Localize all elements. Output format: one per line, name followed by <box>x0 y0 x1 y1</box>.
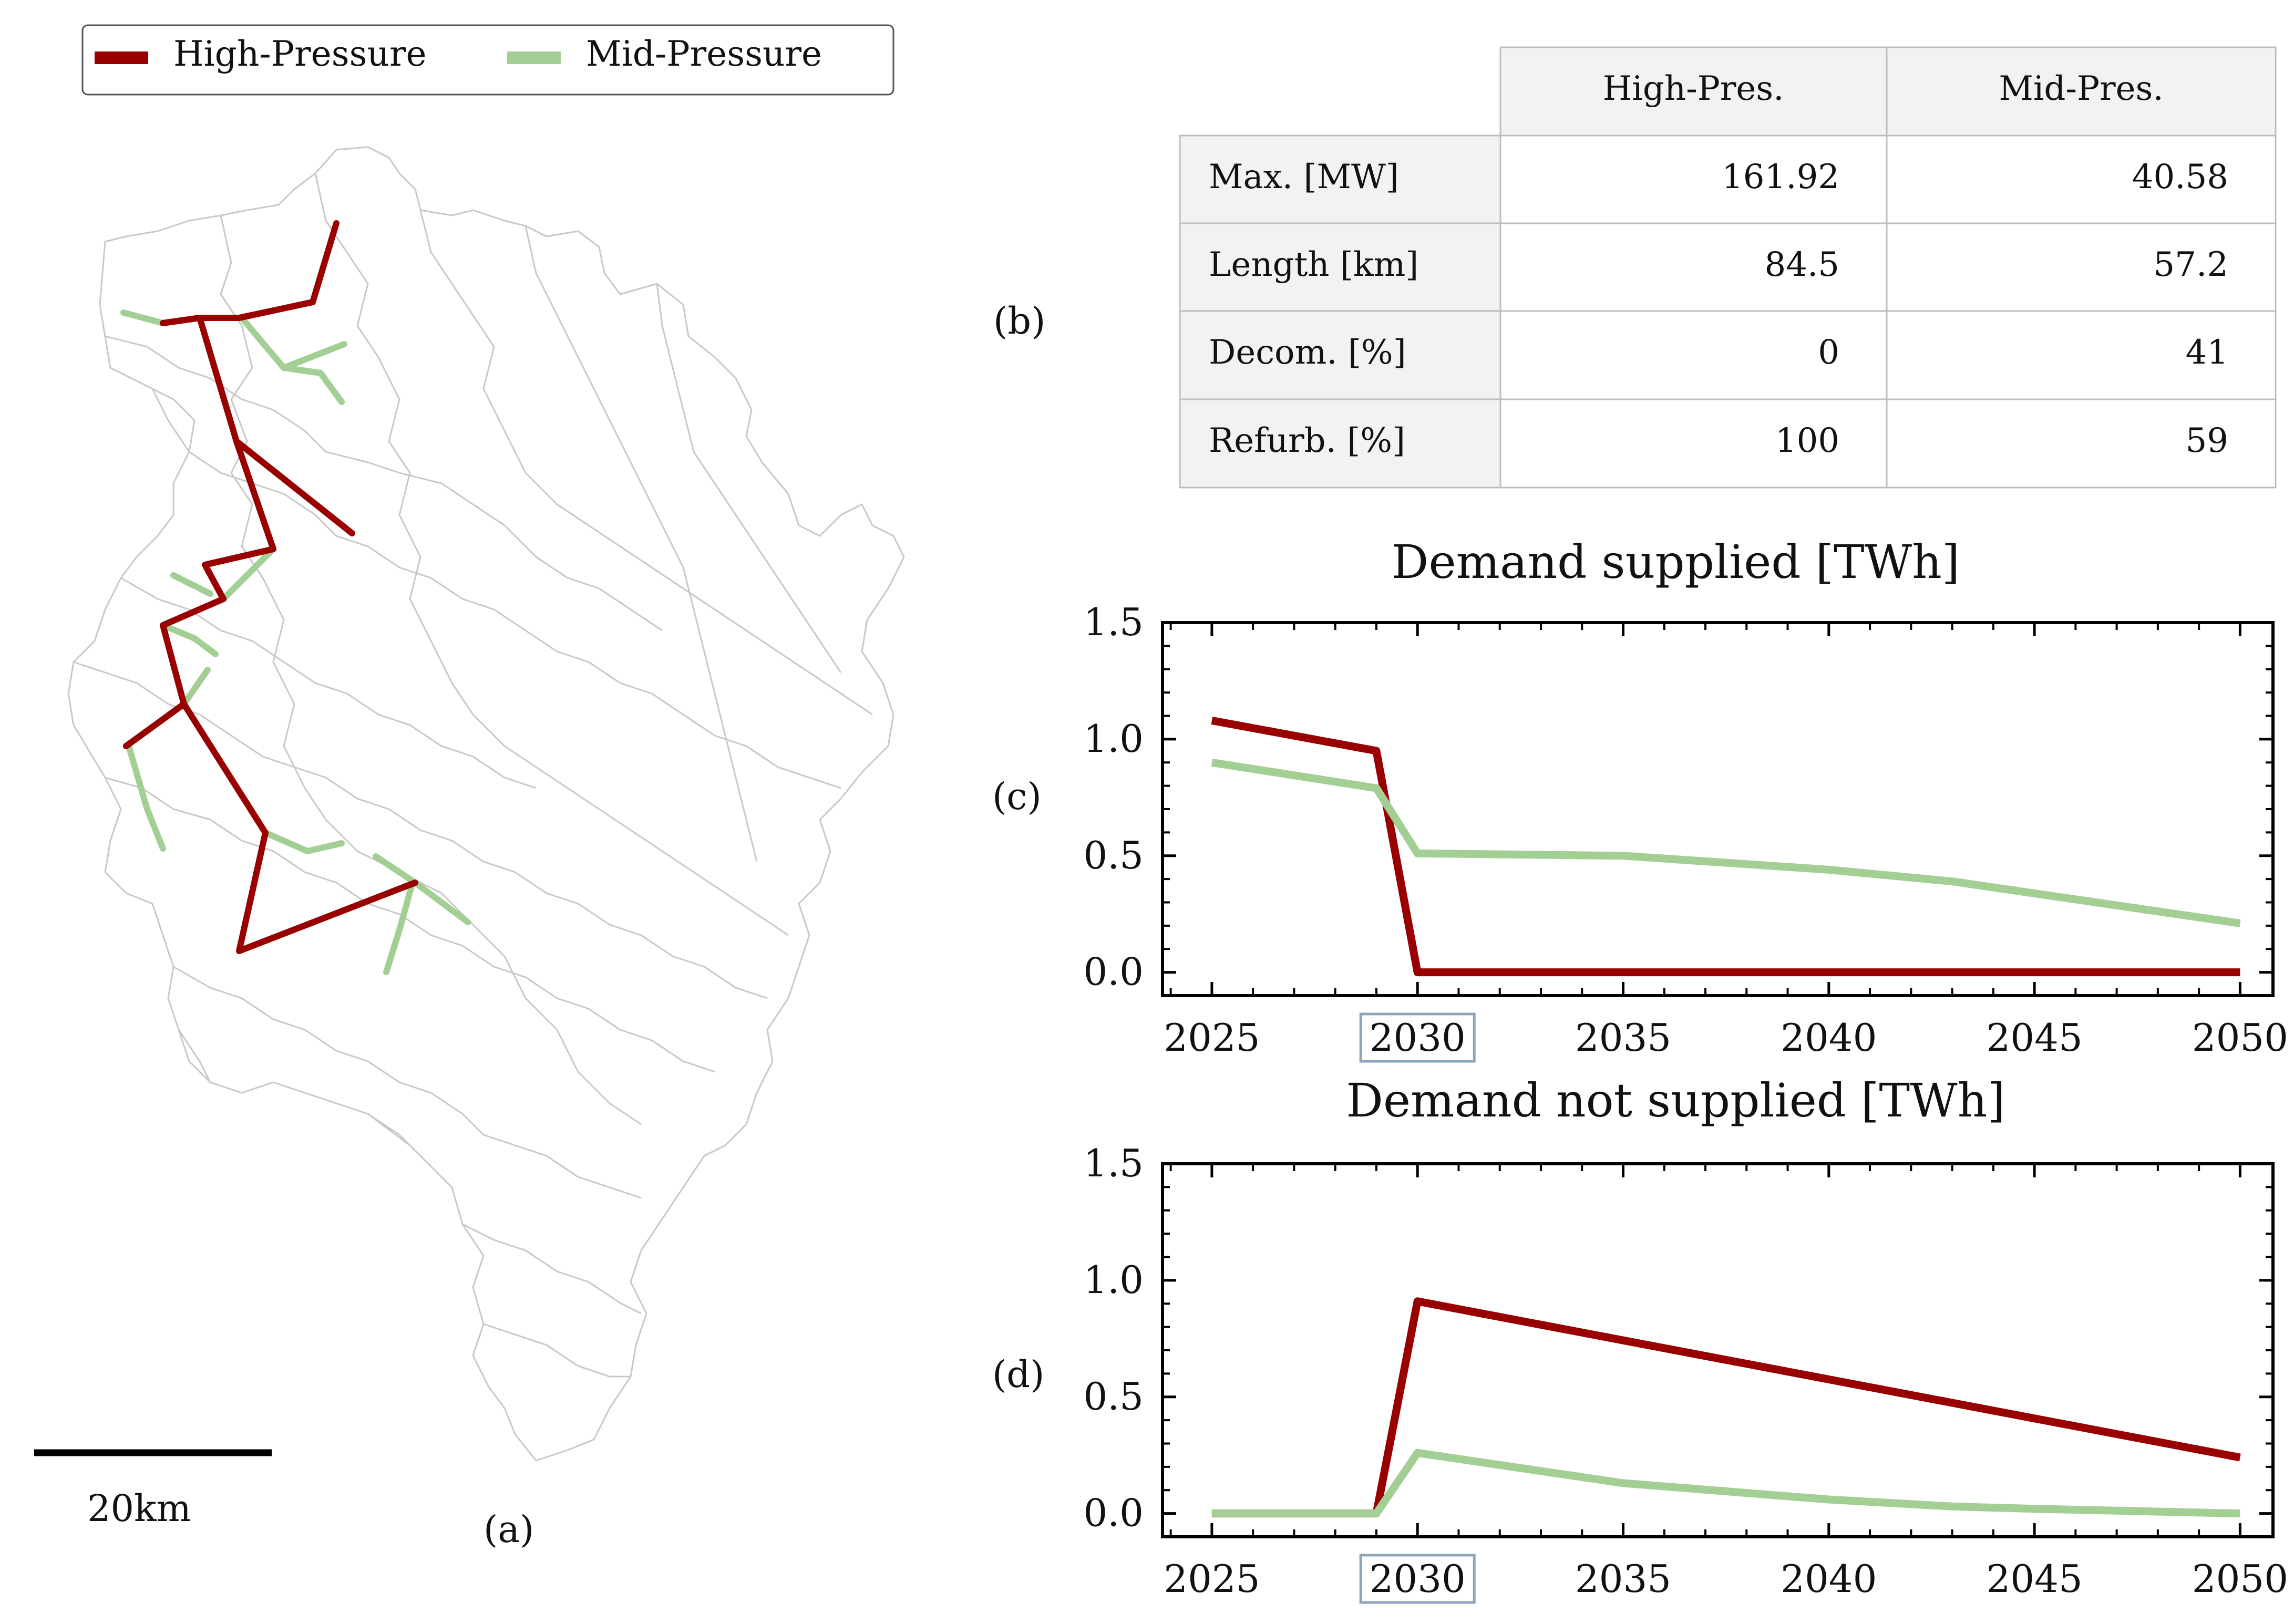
high-pressure-segment <box>233 438 355 536</box>
mid-pressure-segment <box>160 622 219 657</box>
axes-frame <box>1161 1162 2275 1538</box>
chart-demand-not-supplied: Demand not supplied [TWh] (d) 0.0 0.5 1.0 1.5… <box>992 1073 2288 1604</box>
x-tick-label: 2045 <box>1986 1016 2082 1060</box>
region-borders <box>67 146 905 1462</box>
table-row-label: Decom. [%] <box>1209 333 1406 372</box>
region-border <box>105 777 715 1073</box>
region-border <box>189 451 841 789</box>
table-cell: 161.92 <box>1722 158 1839 196</box>
chart-panel-label: (c) <box>992 775 1042 818</box>
y-tick-label: 0.0 <box>1083 1491 1144 1535</box>
region-border <box>314 173 789 936</box>
region-border <box>178 1029 211 1083</box>
region-border <box>656 283 842 673</box>
mid-pressure-segment <box>281 341 347 371</box>
scale-bar-label: 20km <box>87 1487 191 1530</box>
region-border <box>173 966 642 1199</box>
region-border <box>419 210 873 716</box>
series-line-high <box>1211 1297 2241 1518</box>
table-cell: 41 <box>2186 333 2228 372</box>
map-panel: High-Pressure Mid-Pressure 20km (a) <box>34 24 905 1551</box>
legend-swatch-high <box>95 51 148 64</box>
summary-table: (b) High-Pres. Mid-Pres. Max. [MW] 161.9… <box>993 46 2277 489</box>
y-tick-label: 1.5 <box>1083 600 1144 644</box>
table-cell: 0 <box>1818 333 1839 372</box>
table-header-bg <box>1500 47 2276 136</box>
chart-demand-supplied: Demand supplied [TWh] (c) 0.0 0.5 1.0 1.5 2025… <box>992 535 2288 1063</box>
x-tick-label: 2030 <box>1370 1557 1466 1601</box>
table-row-label: Refurb. [%] <box>1209 421 1405 460</box>
mid-pressure-segment <box>126 743 166 852</box>
x-tick-label: 2030 <box>1370 1016 1466 1060</box>
chart-title: Demand not supplied [TWh] <box>1346 1073 2005 1128</box>
high-pressure-segment <box>123 315 276 749</box>
mid-pressure-segment <box>220 546 276 602</box>
table-row-label: Length [km] <box>1209 245 1418 284</box>
series-line-high <box>1211 717 2240 977</box>
y-tick-label: 1.0 <box>1083 1258 1144 1302</box>
series-line-mid <box>1211 1449 2240 1518</box>
high-pressure-pipelines <box>123 220 418 954</box>
region-border <box>151 388 190 452</box>
region-border <box>483 1323 631 1378</box>
region-border <box>367 1113 432 1167</box>
y-tick-label: 0.5 <box>1083 1374 1144 1419</box>
x-tick-highlight-box <box>1359 1012 1476 1063</box>
table-row-label: Max. [MW] <box>1209 158 1399 196</box>
table-header-high: High-Pres. <box>1603 69 1784 108</box>
panel-label-a: (a) <box>484 1508 534 1551</box>
region-border <box>105 335 663 632</box>
high-pressure-segment <box>160 220 340 326</box>
mid-pressure-segment <box>120 309 166 326</box>
legend-frame <box>81 24 894 96</box>
legend-label-high: High-Pressure <box>173 34 427 74</box>
x-tick-label: 2050 <box>2192 1016 2288 1060</box>
mid-pressure-segment <box>262 830 345 854</box>
table-cell: 40.58 <box>2132 158 2228 196</box>
table-cell: 100 <box>1775 421 1839 460</box>
chart-title: Demand supplied [TWh] <box>1392 535 1960 589</box>
mid-pressure-segment <box>181 667 211 707</box>
panel-label-b: (b) <box>993 299 1045 343</box>
y-tick-label: 0.5 <box>1083 833 1144 877</box>
high-pressure-segment <box>181 701 418 954</box>
x-tick-label: 2045 <box>1986 1557 2082 1601</box>
region-border <box>524 225 758 862</box>
table-grid <box>1179 46 2277 489</box>
y-tick-label: 1.5 <box>1083 1141 1144 1185</box>
x-tick-label: 2035 <box>1575 1557 1671 1601</box>
y-tick-label: 0.0 <box>1083 950 1144 994</box>
x-tick-label: 2040 <box>1781 1016 1877 1060</box>
y-tick-label: 1.0 <box>1083 717 1144 761</box>
chart-panel-label: (d) <box>992 1353 1044 1396</box>
scale-bar: 20km <box>34 1449 272 1530</box>
region-border <box>462 1223 642 1315</box>
map-legend: High-Pressure Mid-Pressure <box>81 24 894 96</box>
table-cell: 57.2 <box>2154 245 2229 284</box>
x-tick-label: 2050 <box>2192 1557 2288 1601</box>
region-border <box>120 577 537 789</box>
axes-frame <box>1161 621 2275 997</box>
table-cell: 59 <box>2186 421 2228 460</box>
mid-pressure-segment <box>170 572 213 597</box>
x-tick-label: 2025 <box>1164 1016 1260 1060</box>
mid-pressure-pipelines <box>120 309 471 975</box>
region-border <box>220 215 642 1125</box>
table-header-mid: Mid-Pres. <box>1999 69 2163 108</box>
series-line-mid <box>1211 758 2241 927</box>
table-cell: 84.5 <box>1765 245 1840 284</box>
mid-pressure-segment <box>383 880 416 975</box>
x-tick-label: 2040 <box>1781 1557 1877 1601</box>
legend-swatch-mid <box>507 51 561 64</box>
region-outline <box>67 146 905 1462</box>
x-tick-highlight-box <box>1359 1554 1476 1604</box>
mid-pressure-segment <box>239 315 345 405</box>
x-tick-label: 2025 <box>1164 1557 1260 1601</box>
x-tick-label: 2035 <box>1575 1016 1671 1060</box>
legend-label-mid: Mid-Pressure <box>586 34 822 74</box>
